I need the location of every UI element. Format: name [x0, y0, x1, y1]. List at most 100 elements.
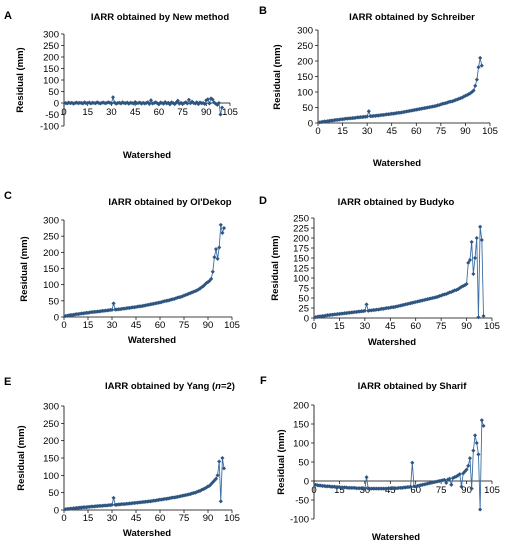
y-axis-label: Residual (mm)	[276, 429, 287, 494]
data-point	[202, 101, 207, 107]
y-tick-label: 150	[293, 254, 309, 265]
data-point	[479, 418, 484, 423]
data-point	[148, 98, 154, 103]
y-tick-label: 100	[43, 471, 59, 482]
data-point	[471, 271, 476, 277]
data-point	[476, 452, 481, 457]
y-tick-label: -100	[290, 515, 309, 526]
data-point	[472, 433, 478, 438]
x-tick-label: 90	[203, 320, 214, 331]
y-tick-label: 200	[43, 248, 59, 259]
y-axis-label: Residual (mm)	[16, 425, 27, 490]
x-tick-label: 15	[83, 320, 94, 331]
x-tick-label: 90	[461, 485, 472, 496]
series-line	[315, 420, 484, 510]
y-tick-label: 75	[298, 284, 309, 295]
x-tick-label: 30	[362, 126, 373, 137]
y-axis-label: Residual (mm)	[272, 44, 283, 109]
panel-e: E IARR obtained by Yang (n=2)050100150200…	[4, 376, 240, 539]
x-tick-label: 0	[311, 485, 316, 496]
data-point	[410, 460, 415, 465]
data-point	[362, 486, 367, 491]
chart-title: IARR obtained by Sharif	[358, 381, 468, 392]
panel-d: D IARR obtained by Budyko0255075100125150…	[259, 195, 500, 348]
data-point	[364, 302, 369, 307]
data-point	[221, 225, 227, 231]
y-tick-label: 150	[297, 72, 313, 83]
y-tick-label: 200	[43, 53, 59, 64]
data-point	[220, 455, 225, 461]
x-tick-label: 90	[461, 321, 472, 332]
data-point	[466, 260, 471, 265]
data-point	[366, 109, 371, 114]
x-tick-label: 15	[334, 321, 345, 332]
data-point	[471, 448, 476, 453]
y-tick-label: 175	[293, 244, 309, 255]
y-tick-label: 100	[43, 76, 59, 87]
data-point	[111, 495, 116, 500]
y-tick-label: 50	[48, 488, 59, 499]
data-point	[478, 507, 483, 512]
data-point	[217, 245, 222, 250]
panel-letter: D	[259, 195, 267, 207]
data-point	[467, 456, 473, 461]
y-tick-label: 50	[298, 294, 309, 305]
x-tick-label: 105	[224, 320, 240, 331]
data-point	[219, 105, 225, 110]
data-point	[217, 459, 222, 464]
data-point	[478, 55, 483, 61]
chart-title: IARR obtained by New method	[91, 12, 229, 23]
data-point	[213, 476, 219, 481]
y-tick-label: 250	[43, 232, 59, 243]
data-point	[209, 276, 214, 281]
data-point	[474, 77, 480, 82]
y-tick-label: -100	[40, 122, 59, 133]
data-point	[449, 482, 454, 487]
y-tick-label: -50	[295, 496, 309, 507]
data-point	[478, 224, 483, 229]
data-point	[481, 313, 486, 319]
y-axis-label: Residual (mm)	[19, 236, 30, 301]
x-tick-label: 90	[203, 513, 214, 524]
y-tick-label: 100	[293, 439, 309, 450]
data-point	[218, 112, 223, 117]
y-tick-label: 0	[54, 313, 59, 324]
y-tick-label: 150	[43, 454, 59, 465]
data-point	[442, 477, 447, 482]
data-point	[221, 466, 227, 471]
data-point	[459, 484, 464, 489]
x-tick-label: 105	[482, 126, 498, 137]
x-tick-label: 30	[360, 321, 371, 332]
x-tick-label: 45	[131, 513, 142, 524]
y-tick-label: 100	[297, 88, 313, 99]
data-point	[474, 235, 479, 241]
data-point	[215, 256, 220, 261]
x-tick-label: 75	[179, 320, 190, 331]
x-tick-label: 0	[61, 513, 66, 524]
data-point	[444, 480, 449, 486]
y-tick-label: 200	[293, 401, 309, 412]
y-tick-label: 300	[43, 30, 59, 41]
x-axis-label: Watershed	[373, 158, 421, 169]
x-tick-label: 105	[222, 107, 238, 118]
x-axis-label: Watershed	[372, 532, 420, 543]
data-point	[365, 114, 370, 119]
panel-f: F IARR obtained by Sharif-100-50050100150…	[260, 375, 500, 543]
data-point	[110, 95, 116, 100]
x-tick-label: 105	[224, 513, 240, 524]
y-tick-label: 300	[43, 402, 59, 413]
data-point	[364, 475, 369, 480]
x-tick-label: 75	[436, 485, 447, 496]
x-tick-label: 60	[411, 126, 422, 137]
chart-title: IARR obtained by Yang (n=2)	[105, 381, 235, 392]
data-point	[472, 255, 478, 261]
x-axis-label: Watershed	[123, 528, 171, 539]
chart-title: IARR obtained by Budyko	[338, 197, 455, 208]
data-point	[109, 307, 115, 312]
data-point	[476, 65, 481, 70]
x-tick-label: 15	[337, 126, 348, 137]
x-axis-label: Watershed	[128, 335, 176, 346]
x-tick-label: 0	[311, 321, 316, 332]
